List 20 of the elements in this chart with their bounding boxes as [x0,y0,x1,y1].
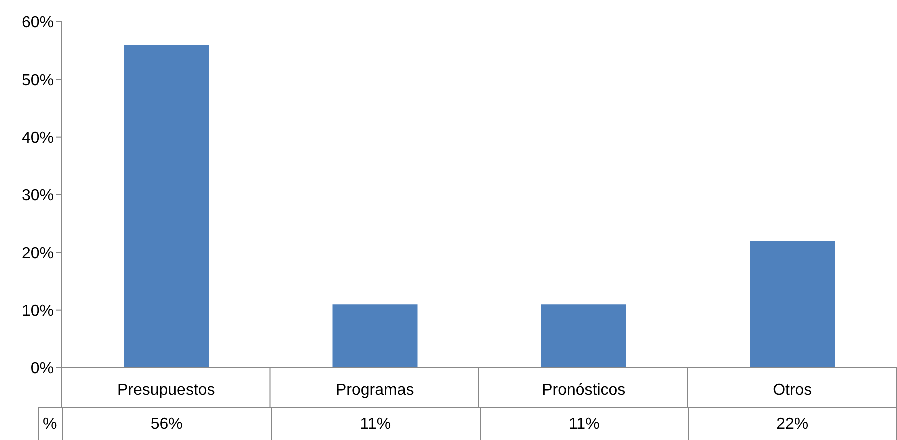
y-tick-label: 20% [22,245,54,262]
x-tick-label: Presupuestos [117,382,216,399]
y-tick-label: 0% [30,360,54,378]
bar [750,241,836,368]
data-label: 56% [62,407,271,440]
y-tick-label: 60% [22,14,54,32]
bar [124,45,209,368]
data-label: 11% [480,407,688,440]
text: % [38,407,62,440]
x-tick-label: Pronósticos [542,382,626,399]
y-tick-label: 30% [22,188,54,205]
y-tick-label: 50% [22,72,54,90]
data-label: 22% [688,407,897,440]
y-tick-label: 40% [22,130,54,148]
y-tick-label: 10% [22,303,54,320]
x-tick-label: Programas [336,382,414,399]
bar [332,304,418,368]
x-tick-label: Otros [773,382,812,399]
bar [542,304,626,368]
data-label: 11% [270,407,480,440]
